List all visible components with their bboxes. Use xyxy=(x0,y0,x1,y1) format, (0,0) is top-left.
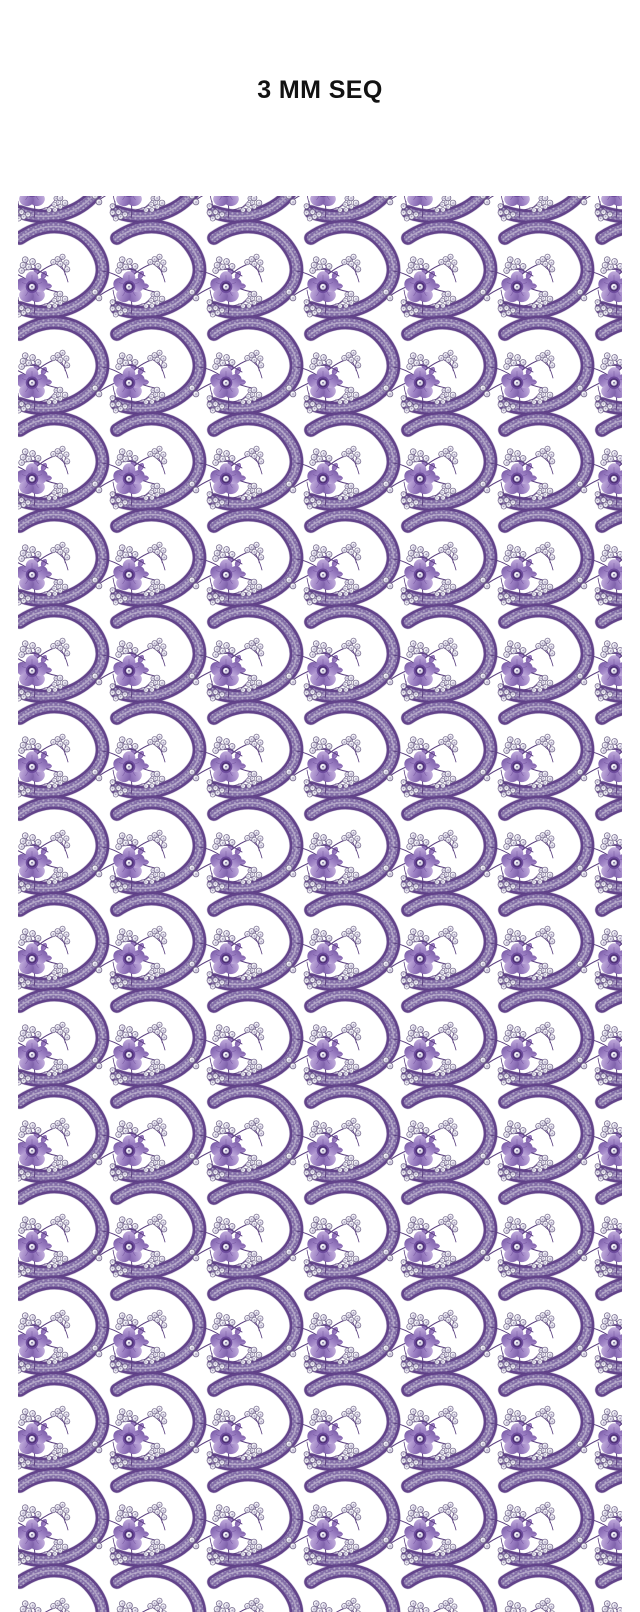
embroidery-pattern-swatch xyxy=(18,196,622,1612)
pattern-artwork xyxy=(18,196,622,1612)
page-title-label: 3 MM SEQ xyxy=(257,76,383,104)
page-title: 3 MM SEQ xyxy=(0,0,640,185)
